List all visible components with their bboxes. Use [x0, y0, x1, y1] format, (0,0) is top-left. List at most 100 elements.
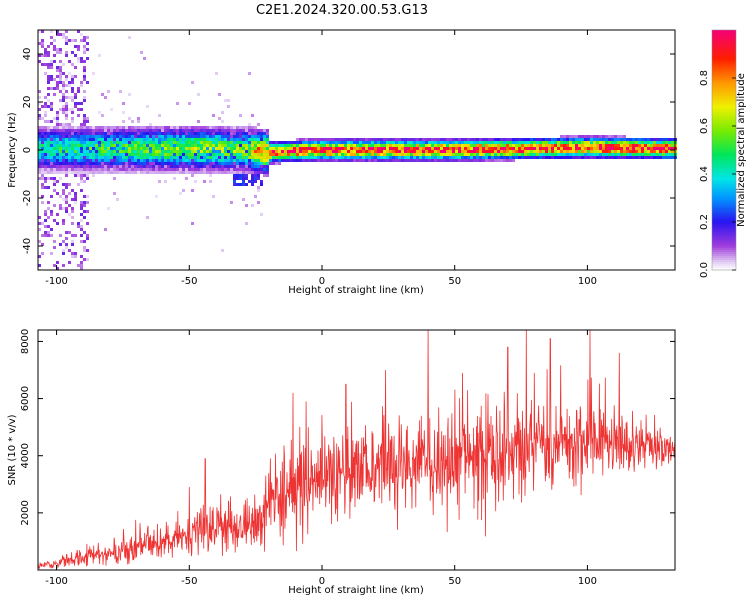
heatmap-cell [155, 159, 158, 162]
heatmap-cell [461, 144, 464, 147]
heatmap-cell [98, 138, 101, 141]
heatmap-cell [263, 144, 266, 147]
heatmap-cell [299, 150, 302, 153]
colorbar-step [712, 164, 736, 167]
heatmap-cell [128, 144, 131, 147]
heatmap-cell [83, 45, 86, 48]
heatmap-cell [164, 165, 167, 168]
colorbar-step [712, 134, 736, 137]
heatmap-cell [239, 129, 242, 132]
heatmap-cell [206, 165, 209, 168]
heatmap-cell [50, 105, 53, 108]
heatmap-cell [497, 141, 500, 144]
heatmap-cell [176, 132, 179, 135]
heatmap-cell [143, 156, 146, 159]
heatmap-cell [425, 147, 428, 150]
heatmap-cell [221, 156, 224, 159]
heatmap-cell [227, 138, 230, 141]
heatmap-cell [59, 81, 62, 84]
heatmap-cell [431, 150, 434, 153]
heatmap-cell [239, 159, 242, 162]
heatmap-cell [290, 147, 293, 150]
heatmap-cell [443, 141, 446, 144]
heatmap-cell [410, 141, 413, 144]
heatmap-cell [161, 153, 164, 156]
heatmap-cell [236, 168, 239, 171]
heatmap-cell [458, 159, 461, 162]
heatmap-cell [134, 126, 137, 129]
heatmap-cell [653, 138, 656, 141]
heatmap-cell [491, 138, 494, 141]
heatmap-cell [581, 135, 584, 138]
heatmap-cell [197, 162, 200, 165]
heatmap-cell [239, 183, 242, 186]
heatmap-cell [215, 126, 218, 129]
heatmap-cell [494, 138, 497, 141]
heatmap-cell [371, 150, 374, 153]
heatmap-cell [215, 150, 218, 153]
heatmap-cell [89, 138, 92, 141]
heatmap-cell [65, 129, 68, 132]
heatmap-cell [605, 153, 608, 156]
heatmap-cell [125, 156, 128, 159]
heatmap-cell [248, 129, 251, 132]
heatmap-cell [590, 150, 593, 153]
heatmap-cell [275, 144, 278, 147]
heatmap-cell [467, 147, 470, 150]
heatmap-cell [68, 132, 71, 135]
heatmap-cell [41, 63, 44, 66]
heatmap-cell [260, 165, 263, 168]
heatmap-cell [179, 171, 182, 174]
heatmap-cell [590, 135, 593, 138]
heatmap-cell [122, 156, 125, 159]
heatmap-cell [53, 153, 56, 156]
colorbar-step [712, 252, 736, 255]
heatmap-cell [584, 156, 587, 159]
heatmap-cell [56, 267, 59, 270]
heatmap-cell [434, 138, 437, 141]
heatmap-cell [47, 129, 50, 132]
heatmap-cell [47, 144, 50, 147]
heatmap-cell [239, 135, 242, 138]
heatmap-cell [182, 147, 185, 150]
heatmap-cell [236, 147, 239, 150]
heatmap-cell [443, 156, 446, 159]
heatmap-cell [125, 168, 128, 171]
heatmap-cell [116, 165, 119, 168]
heatmap-cell [47, 159, 50, 162]
heatmap-cell [185, 165, 188, 168]
colorbar-step [712, 84, 736, 87]
heatmap-cell [89, 147, 92, 150]
heatmap-cell [569, 147, 572, 150]
heatmap-cell [59, 108, 62, 111]
heatmap-cell [212, 126, 215, 129]
heatmap-cell [134, 168, 137, 171]
heatmap-cell [47, 141, 50, 144]
heatmap-cell [638, 144, 641, 147]
heatmap-cell [50, 144, 53, 147]
heatmap-cell [479, 159, 482, 162]
heatmap-cell [479, 147, 482, 150]
heatmap-cell [191, 156, 194, 159]
heatmap-cell [494, 153, 497, 156]
colorbar-step [712, 72, 736, 75]
heatmap-cell [38, 168, 41, 171]
heatmap-cell [242, 171, 245, 174]
heatmap-cell [659, 153, 662, 156]
heatmap-cell [38, 228, 41, 231]
heatmap-cell [80, 57, 83, 60]
colorbar-step [712, 112, 736, 115]
heatmap-cell [86, 36, 89, 39]
heatmap-cell [251, 183, 254, 186]
heatmap-cell [413, 150, 416, 153]
heatmap-cell [134, 144, 137, 147]
heatmap-cell [41, 135, 44, 138]
heatmap-cell [80, 165, 83, 168]
heatmap-cell [146, 165, 149, 168]
heatmap-cell [635, 153, 638, 156]
heatmap-cell [458, 147, 461, 150]
heatmap-cell [407, 147, 410, 150]
heatmap-cell [590, 138, 593, 141]
heatmap-cell [311, 159, 314, 162]
heatmap-cell [248, 156, 251, 159]
